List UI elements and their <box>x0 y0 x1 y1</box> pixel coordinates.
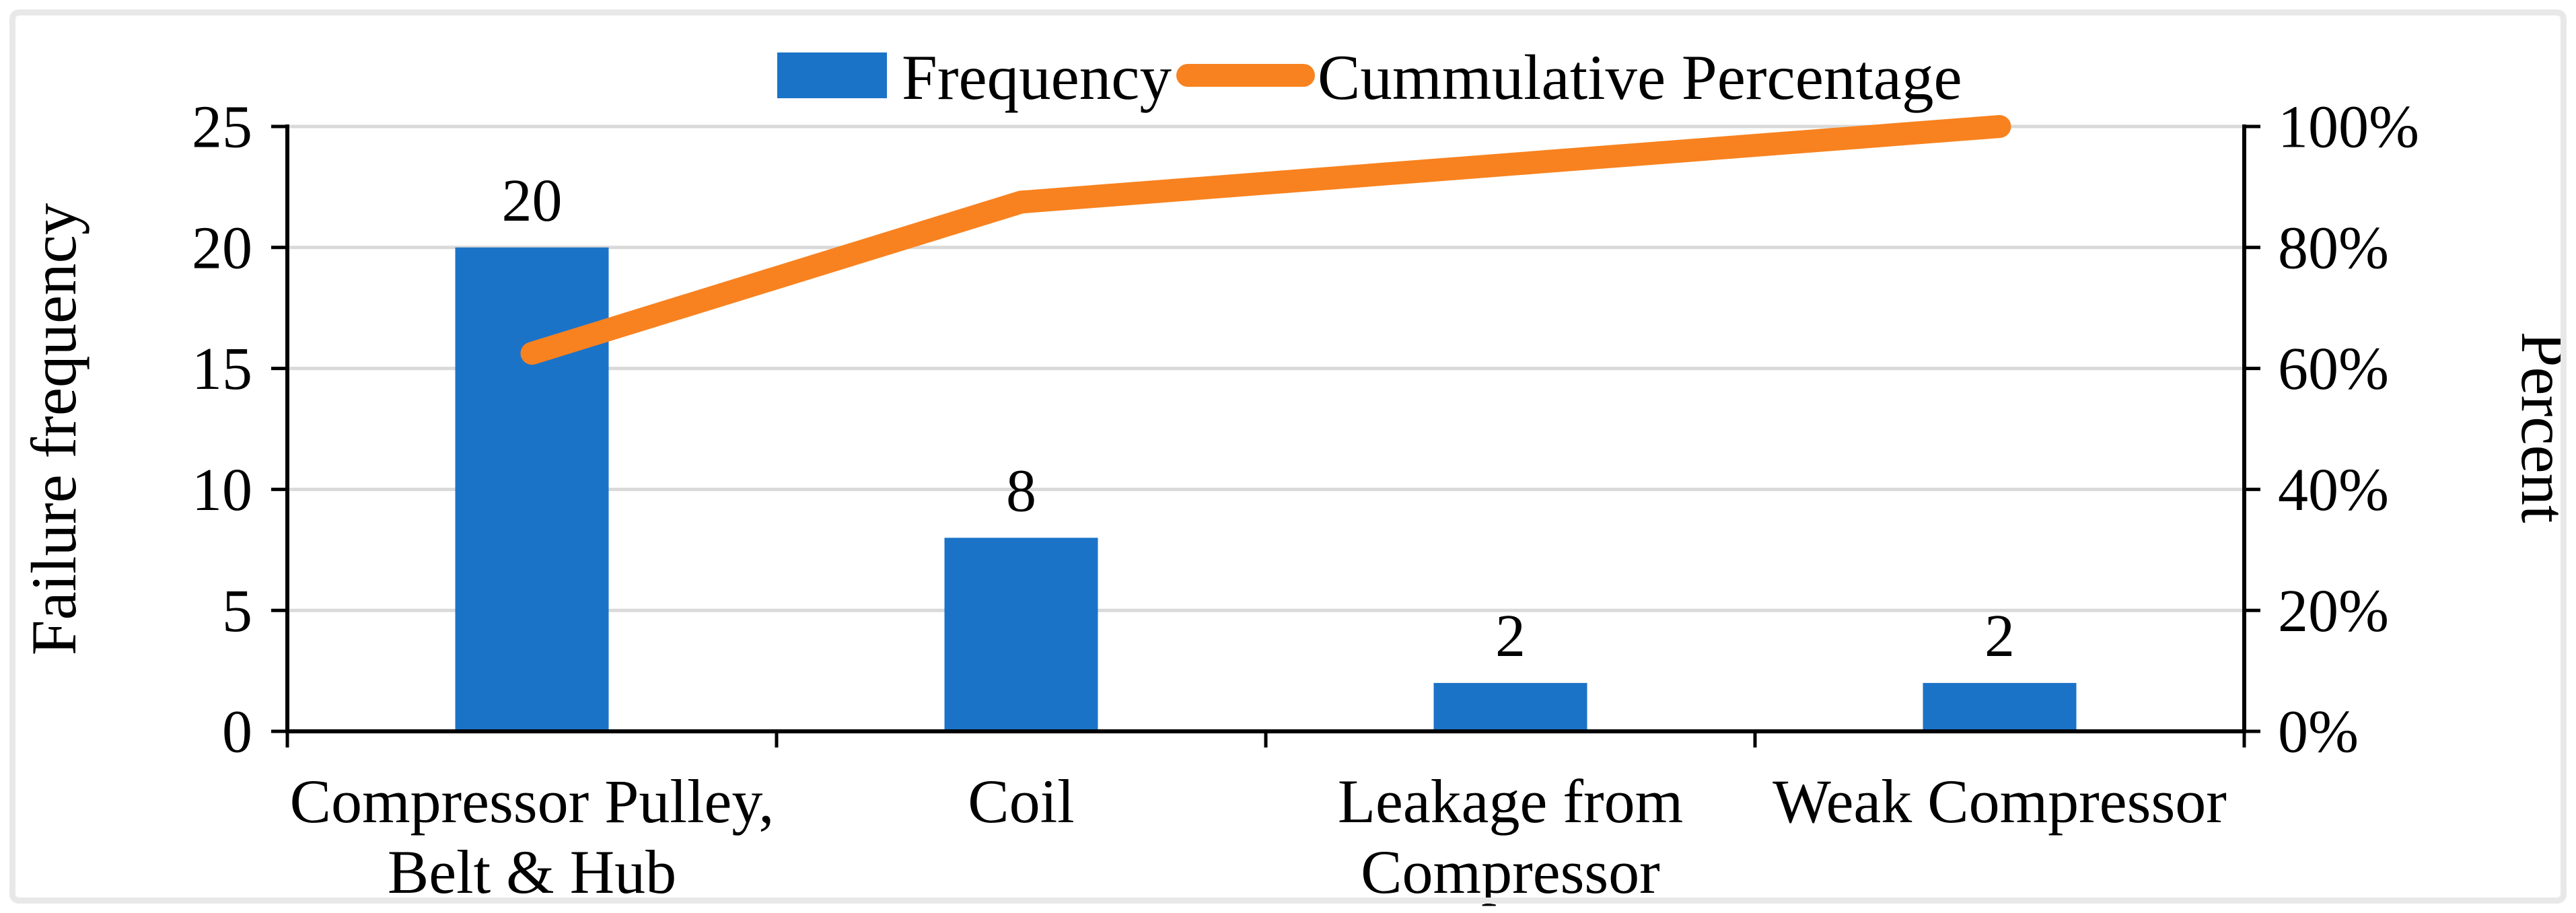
legend-frequency-swatch <box>777 52 887 98</box>
category-labels-group: Compressor Pulley, Belt & Hub Coil Leakage … <box>290 767 2227 906</box>
left-axis-tick-label: 20 <box>192 215 252 281</box>
frequency-bar <box>1923 683 2077 731</box>
right-axis-tick-label: 20% <box>2278 578 2389 645</box>
category-label: Leakage from Compressor <box>1338 767 1683 906</box>
cumulative-line-group <box>520 115 2011 365</box>
left-axis-title: Failure frequency <box>18 203 90 655</box>
category-label: Coil <box>968 767 1074 836</box>
legend-frequency-label: Frequency <box>902 42 1172 113</box>
frequency-bar <box>944 538 1098 731</box>
data-labels-group: 20 8 2 2 <box>502 168 2015 669</box>
right-axis-title: Percent <box>2508 332 2576 523</box>
left-axis-tick-label: 25 <box>192 94 252 161</box>
frequency-bar <box>1433 683 1587 731</box>
legend-cumulative-label: Cummulative Percentage <box>1318 42 1962 113</box>
left-axis-tick-label: 15 <box>192 336 252 402</box>
bar-data-label: 20 <box>502 168 563 234</box>
bar-data-label: 2 <box>1495 603 1526 669</box>
right-axis-tick-label: 0% <box>2278 699 2359 766</box>
right-axis-tick-label: 80% <box>2278 215 2389 281</box>
frequency-bars-group <box>455 247 2077 731</box>
tick-labels-group: 0 5 10 15 20 25 0% 20% 40% 60% 80% 100% <box>192 94 2419 766</box>
right-axis-tick-label: 60% <box>2278 336 2389 402</box>
frequency-bar <box>455 247 609 731</box>
category-label: Weak Compressor <box>1773 767 2227 836</box>
legend: Frequency Cummulative Percentage <box>777 42 1962 113</box>
right-axis-tick-label: 40% <box>2278 457 2389 523</box>
left-axis-tick-label: 10 <box>192 457 252 523</box>
cumulative-percentage-line <box>520 115 2011 365</box>
category-label: Compressor Pulley, Belt & Hub <box>290 767 775 906</box>
bar-data-label: 8 <box>1006 458 1036 524</box>
gridlines-group <box>287 124 2244 612</box>
left-axis-tick-label: 5 <box>222 578 252 645</box>
right-axis-tick-label: 100% <box>2278 94 2419 161</box>
left-axis-tick-label: 0 <box>222 699 252 766</box>
bar-data-label: 2 <box>1984 603 2015 669</box>
axes-group <box>271 124 2260 747</box>
